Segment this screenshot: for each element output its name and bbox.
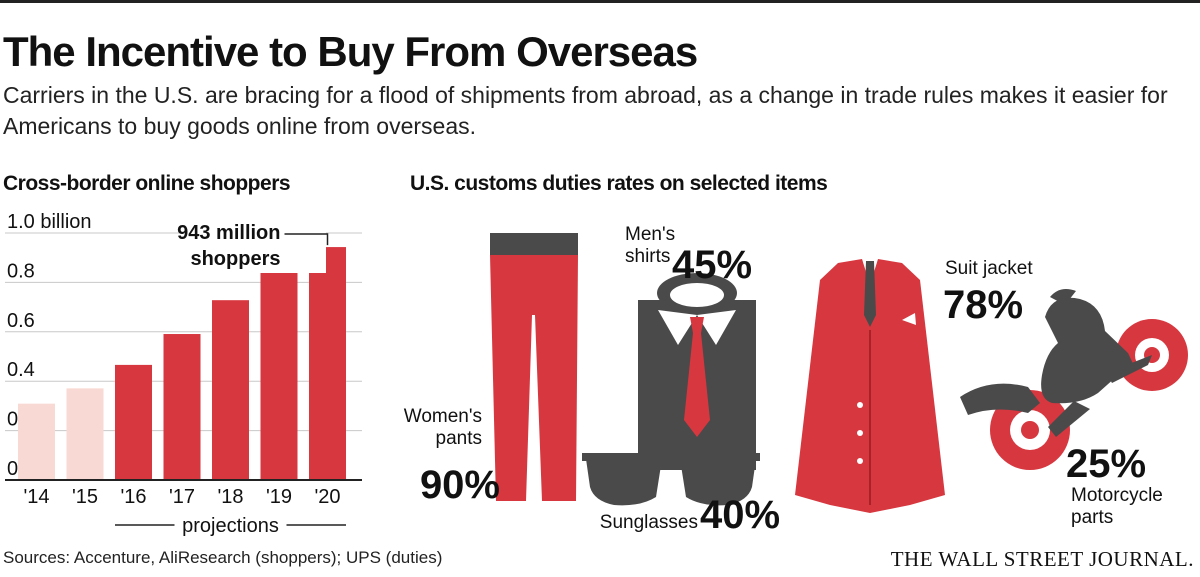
x-tick-label: '20 <box>314 486 340 508</box>
duty-rate-value: 40% <box>700 493 780 537</box>
y-tick-label: 0.6 <box>7 310 35 332</box>
x-tick-label: '19 <box>266 486 292 508</box>
duty-item-label: Men's <box>625 224 675 245</box>
bar <box>18 403 55 480</box>
x-tick-label: '17 <box>169 486 195 508</box>
bar-chart-title: Cross-border online shoppers <box>3 172 291 195</box>
duty-rate-value: 45% <box>672 243 752 287</box>
sunglasses-icon <box>582 453 760 506</box>
motorcycle-icon <box>960 289 1188 470</box>
bar <box>212 300 249 480</box>
duty-item-label: Suit jacket <box>945 258 1033 279</box>
source-note: Sources: Accenture, AliResearch (shopper… <box>3 548 443 567</box>
page-subtitle: Carriers in the U.S. are bracing for a f… <box>3 82 1168 139</box>
bar <box>309 247 346 480</box>
top-rule <box>0 0 1200 3</box>
bar <box>163 334 201 480</box>
duty-rate-value: 25% <box>1066 442 1146 486</box>
bar <box>66 388 104 480</box>
y-tick-label: 0 <box>7 458 18 480</box>
duty-item-label: Sunglasses <box>600 512 698 533</box>
x-tick-label: '14 <box>23 486 49 508</box>
pants-icon <box>490 233 578 501</box>
y-tick-label: 1.0 billion <box>7 211 92 233</box>
shirt-icon <box>638 273 756 470</box>
duty-item-label: Women's <box>404 406 482 427</box>
duty-item-label: shirts <box>625 246 670 267</box>
duty-item-label: parts <box>1071 507 1113 528</box>
page-title: The Incentive to Buy From Overseas <box>3 28 698 75</box>
bar <box>260 266 298 480</box>
x-tick-label: '15 <box>72 486 98 508</box>
annotation-line1: 943 million <box>177 222 280 244</box>
bar <box>115 364 152 480</box>
y-tick-label: 0.4 <box>7 359 35 381</box>
duties-title: U.S. customs duties rates on selected it… <box>410 172 828 195</box>
projection-label: projections <box>182 515 279 537</box>
annotation-line2: shoppers <box>190 248 280 270</box>
duty-rate-value: 90% <box>420 463 500 507</box>
shoppers-bar-chart: 00.20.40.60.81.0 billion'14'15'16'17'18'… <box>5 211 362 537</box>
annotation-bg <box>184 217 326 273</box>
x-tick-label: '16 <box>120 486 146 508</box>
y-tick-label: 0.8 <box>7 260 35 282</box>
annotation-leader <box>284 233 329 246</box>
duty-item-label: Motorcycle <box>1071 485 1163 506</box>
suit-jacket-icon <box>795 259 945 513</box>
duty-item-label: pants <box>436 428 482 449</box>
x-tick-label: '18 <box>217 486 243 508</box>
duty-rate-value: 78% <box>943 283 1023 327</box>
wsj-logo: THE WALL STREET JOURNAL. <box>890 547 1194 571</box>
